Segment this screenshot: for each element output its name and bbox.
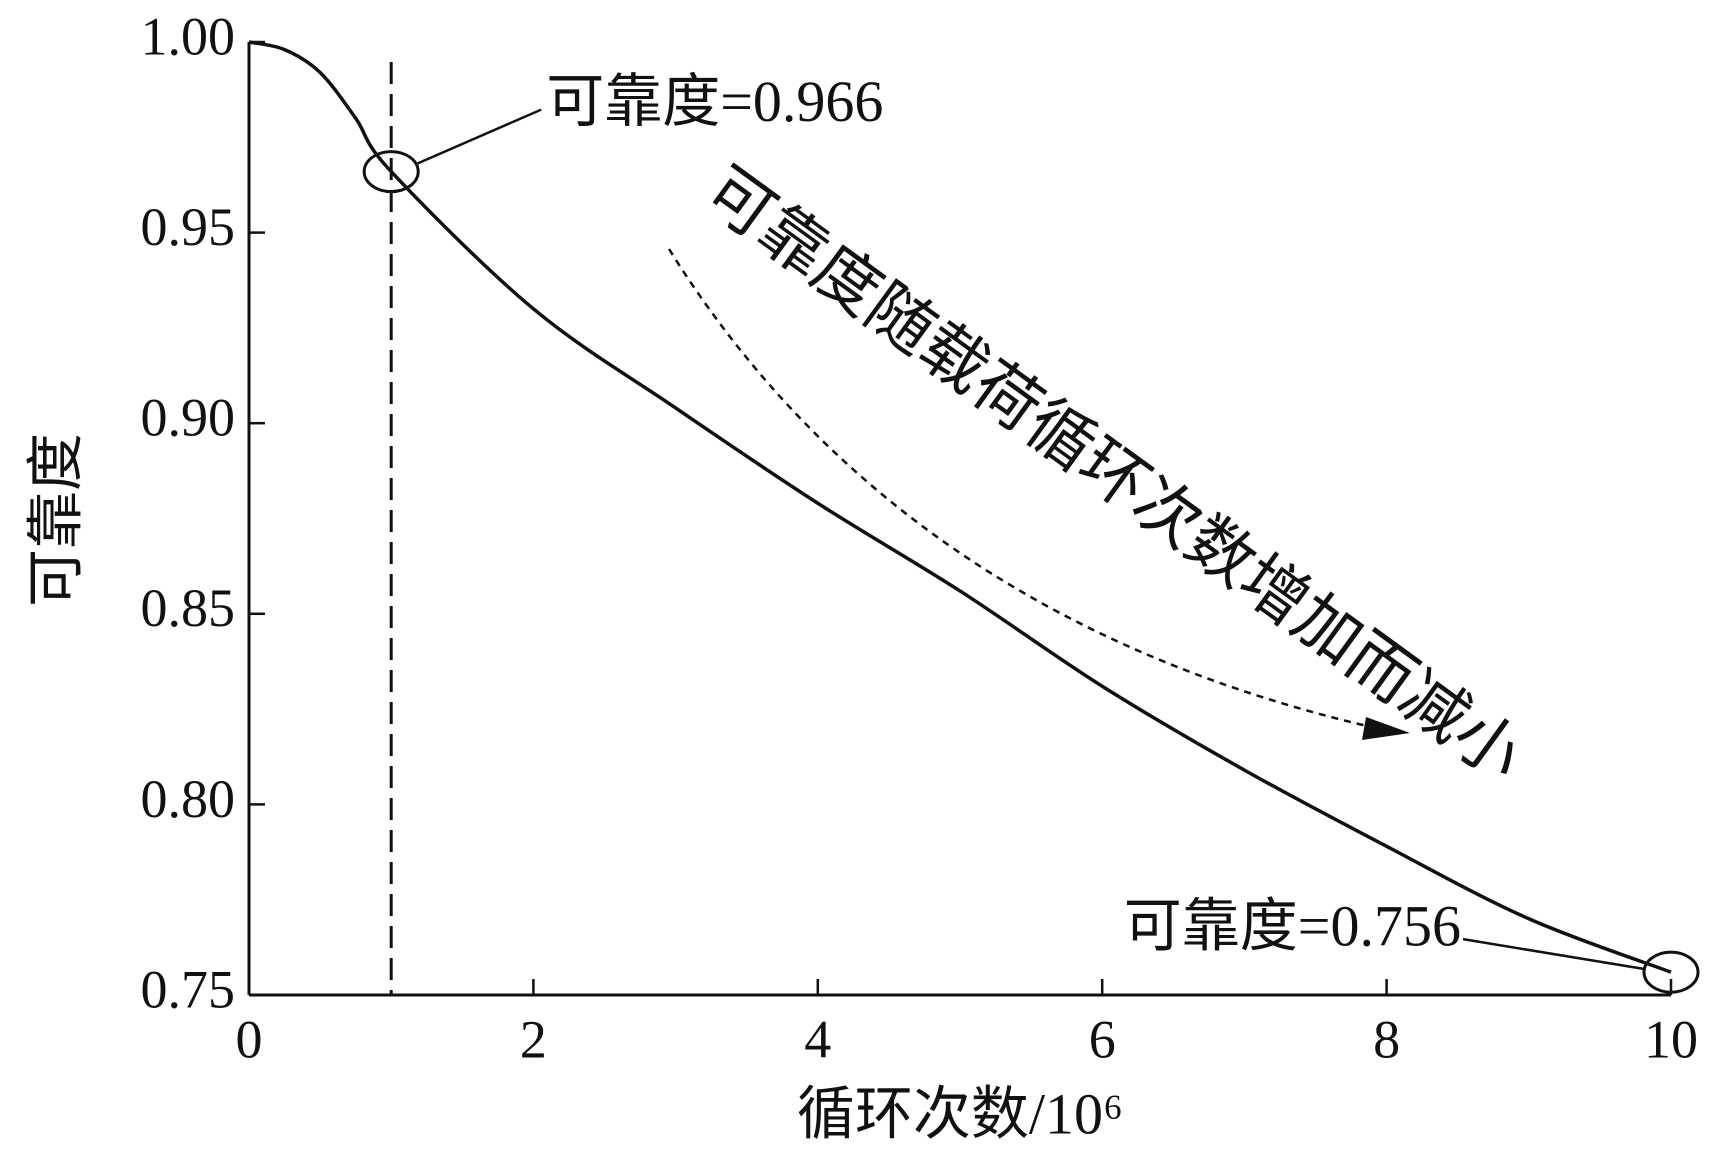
x-tick-label: 8 [1373, 1009, 1400, 1069]
annotation-label: 可靠度=0.756 [1124, 893, 1461, 958]
x-tick-label: 2 [520, 1009, 547, 1069]
y-tick-label: 0.95 [141, 197, 236, 257]
leader-line [416, 108, 542, 165]
annotation-circle [1642, 950, 1700, 994]
y-tick-label: 0.85 [141, 578, 236, 638]
x-tick-label: 4 [804, 1009, 831, 1069]
trend-arrow [667, 248, 1381, 731]
x-tick-label: 0 [236, 1009, 263, 1069]
annotation-circle [362, 150, 420, 194]
y-axis-label: 可靠度 [23, 433, 88, 607]
leader-line [1462, 937, 1646, 971]
y-tick-label: 0.80 [141, 769, 236, 829]
x-tick-label: 10 [1644, 1009, 1698, 1069]
x-axis-label: 循环次数/10⁶ [797, 1081, 1123, 1146]
y-tick-label: 1.00 [141, 6, 236, 66]
y-tick-label: 0.90 [141, 388, 236, 448]
data-line [248, 40, 1672, 974]
y-tick-label: 0.75 [141, 959, 236, 1019]
x-tick-label: 6 [1089, 1009, 1116, 1069]
trend-note: 可靠度随载荷循环次数增加而减小 [692, 154, 1536, 795]
trend-arrowhead [1362, 717, 1410, 740]
annotation-label: 可靠度=0.966 [546, 69, 883, 134]
